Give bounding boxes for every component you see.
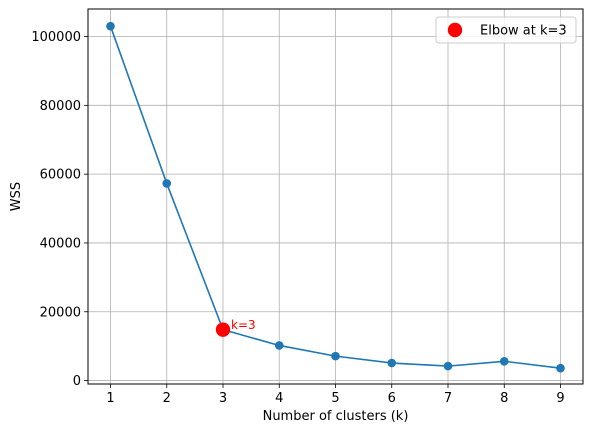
data-point [106, 21, 115, 31]
legend-marker [447, 22, 463, 38]
x-tick-label: 6 [388, 391, 396, 406]
y-tick-label: 0 [73, 374, 81, 389]
data-point [387, 358, 397, 368]
series-layer: k=3 [106, 21, 565, 373]
legend-box [435, 16, 577, 44]
data-point [331, 351, 340, 361]
x-tick-label: 8 [500, 391, 508, 406]
y-tick-label: 80000 [40, 99, 81, 114]
data-point [556, 363, 565, 373]
elbow-point [215, 322, 231, 337]
data-point [499, 356, 509, 366]
data-point [162, 179, 172, 188]
data-point [443, 361, 453, 371]
x-tick-label: 5 [331, 391, 339, 406]
ticks: 1 2 3 4 5 6 7 8 9 0 20000 40000 60000 80000 100000 [31, 30, 564, 406]
x-tick-label: 9 [556, 391, 564, 406]
y-tick-label: 60000 [40, 168, 81, 183]
x-tick-label: 3 [219, 391, 227, 406]
legend-entry-elbow: Elbow at k=3 [480, 24, 567, 39]
x-tick-label: 4 [275, 391, 283, 406]
y-tick-label: 100000 [31, 30, 81, 45]
data-point [274, 341, 284, 350]
y-tick-label: 40000 [40, 236, 81, 251]
x-tick-label: 1 [106, 391, 114, 406]
y-tick-label: 20000 [40, 305, 81, 320]
x-axis-label: Number of clusters (k) [263, 409, 409, 424]
x-tick-label: 2 [163, 391, 171, 406]
legend: Elbow at k=3 [435, 16, 577, 44]
x-tick-label: 7 [444, 391, 452, 406]
elbow-annotation: k=3 [231, 318, 256, 332]
grid [88, 9, 583, 384]
y-axis-label: WSS [9, 182, 24, 211]
